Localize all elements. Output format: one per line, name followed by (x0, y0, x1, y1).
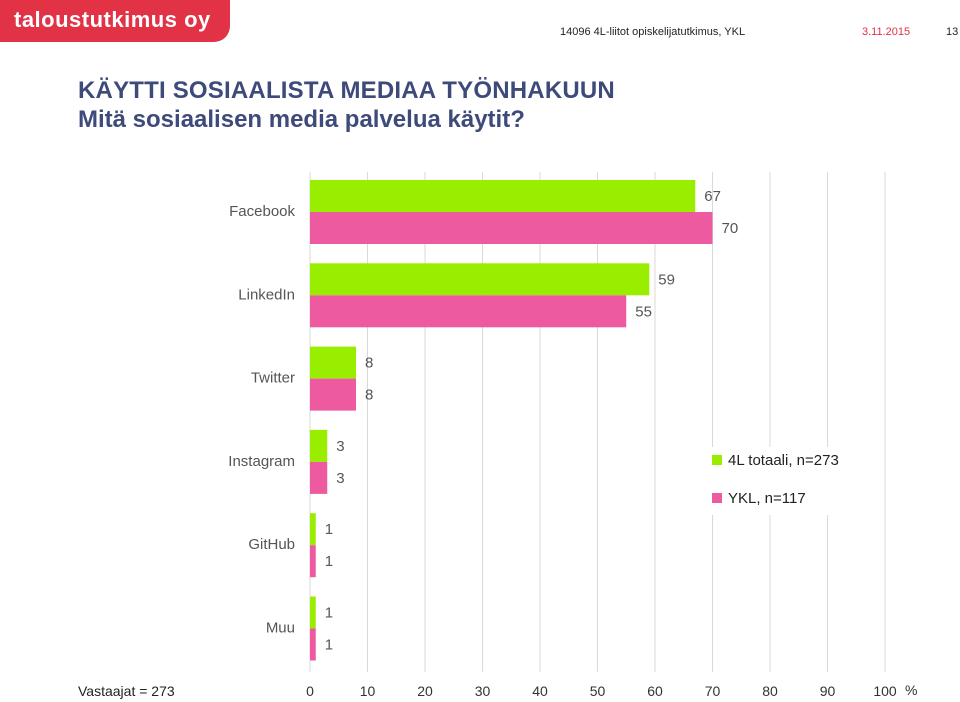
bar (310, 513, 316, 546)
category-label: LinkedIn (238, 286, 295, 303)
bar (310, 180, 696, 212)
category-label: Instagram (228, 453, 295, 470)
title-sub: Mitä sosiaalisen media palvelua käytit? (78, 106, 525, 133)
category-label: Muu (266, 620, 295, 637)
data-label: 3 (336, 470, 344, 487)
x-tick-label: 0 (306, 683, 314, 699)
bar (310, 545, 316, 578)
x-tick-label: 20 (417, 683, 433, 699)
bar (310, 346, 356, 379)
bar (310, 263, 650, 296)
x-tick-label: 40 (532, 683, 548, 699)
x-tick-label: 10 (360, 683, 376, 699)
header-project: 14096 4L-liitot opiskelijatutkimus, YKL (560, 26, 746, 38)
category-label: GitHub (248, 536, 295, 553)
data-label: 3 (336, 438, 344, 455)
data-label: 8 (365, 387, 373, 404)
title-main: KÄYTTI SOSIAALISTA MEDIAA TYÖNHAKUUN (78, 77, 615, 104)
header-date: 3.11.2015 (862, 26, 911, 38)
page-number: 13 (946, 26, 959, 38)
data-label: 55 (635, 303, 652, 320)
bar (310, 378, 356, 411)
x-tick-label: 70 (705, 683, 721, 699)
brand-logo: taloustutkimus oy (0, 0, 230, 42)
data-label: 8 (365, 355, 373, 372)
data-label: 67 (704, 188, 721, 205)
x-tick-label: 80 (762, 683, 778, 699)
data-label: 1 (325, 637, 333, 654)
category-labels: Facebook LinkedIn Twitter Instagram GitHub Mu… (228, 203, 295, 637)
x-unit-label: % (905, 682, 917, 698)
respondents-note: Vastaajat = 273 (78, 683, 175, 699)
x-tick-label: 90 (820, 683, 836, 699)
data-label: 1 (325, 553, 333, 570)
page-title: KÄYTTI SOSIAALISTA MEDIAA TYÖNHAKUUN Mit… (78, 76, 615, 134)
legend-box (706, 447, 841, 515)
x-tick-label: 50 (590, 683, 606, 699)
x-tick-labels: 0 10 20 30 40 50 60 70 80 90 100% (306, 682, 917, 699)
grid-lines (309, 172, 886, 672)
category-label: Twitter (251, 370, 295, 387)
bar (310, 461, 328, 494)
x-tick-label: 100 (873, 683, 897, 699)
legend-swatch (712, 455, 722, 465)
data-label: 59 (658, 271, 675, 288)
bar (310, 212, 713, 244)
category-label: Facebook (229, 203, 295, 220)
legend-swatch (712, 493, 722, 503)
data-label: 1 (325, 521, 333, 538)
data-label: 1 (325, 605, 333, 622)
legend: 4L totaali, n=273 YKL, n=117 (706, 447, 841, 515)
bar (310, 596, 316, 629)
bar (310, 429, 328, 462)
legend-label: YKL, n=117 (728, 490, 806, 507)
data-label: 70 (722, 220, 739, 237)
legend-label: 4L totaali, n=273 (728, 452, 839, 469)
x-tick-label: 60 (647, 683, 663, 699)
bar (310, 628, 316, 661)
bar (310, 295, 627, 328)
x-tick-label: 30 (475, 683, 491, 699)
